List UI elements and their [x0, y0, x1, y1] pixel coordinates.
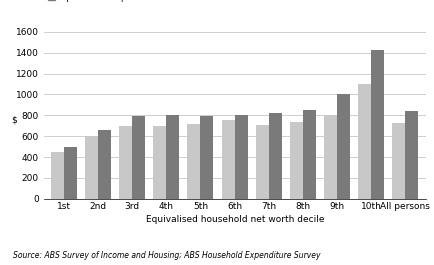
Bar: [98, 130, 111, 199]
Bar: [187, 123, 200, 199]
Bar: [255, 125, 268, 199]
Text: Source: ABS Survey of Income and Housing; ABS Household Expenditure Survey: Source: ABS Survey of Income and Housing…: [13, 251, 320, 260]
X-axis label: Equivalised household net worth decile: Equivalised household net worth decile: [145, 215, 323, 224]
Bar: [357, 84, 370, 199]
Bar: [391, 123, 404, 199]
Bar: [51, 152, 64, 199]
Bar: [289, 122, 302, 199]
Bar: [119, 126, 132, 199]
Y-axis label: $: $: [11, 115, 17, 124]
Bar: [221, 120, 234, 199]
Bar: [132, 116, 145, 199]
Bar: [200, 116, 213, 199]
Bar: [64, 147, 77, 199]
Bar: [153, 126, 166, 199]
Bar: [323, 115, 336, 199]
Bar: [370, 50, 383, 199]
Bar: [234, 115, 247, 199]
Bar: [166, 115, 179, 199]
Bar: [302, 109, 315, 199]
Bar: [85, 136, 98, 199]
Bar: [268, 113, 281, 199]
Bar: [404, 111, 417, 199]
Legend: Equivalised expenditure on goods and services, Equivalised disposable household : Equivalised expenditure on goods and ser…: [48, 0, 257, 2]
Bar: [336, 94, 349, 199]
